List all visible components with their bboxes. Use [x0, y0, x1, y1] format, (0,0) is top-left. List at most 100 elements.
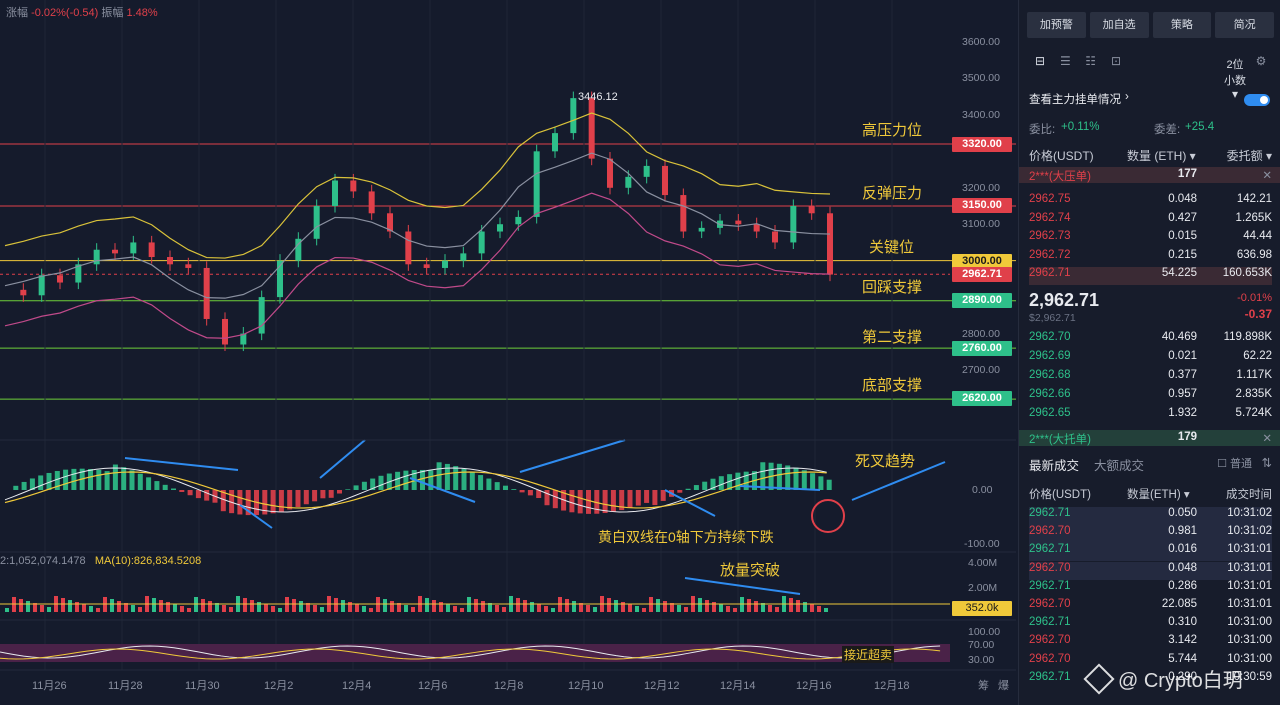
book-bids-icon[interactable]: ☰	[1059, 54, 1071, 68]
chip-label[interactable]: 筹	[978, 680, 989, 692]
chart-canvas[interactable]	[0, 0, 1016, 705]
add-alert-button[interactable]: 加预警	[1027, 12, 1086, 38]
list-item[interactable]: 2962.70 22.085 10:31:01	[1029, 598, 1272, 616]
macd-bar	[146, 477, 152, 490]
macd-bar	[353, 485, 359, 490]
list-item[interactable]: 2962.68 0.377 1.117K	[1029, 369, 1272, 387]
row-qty: 0.048	[1168, 561, 1197, 574]
macd-bar	[137, 473, 143, 490]
col-qty[interactable]: 数量 (ETH) ▾	[1127, 149, 1196, 163]
kdj-axis-30: 30.00	[968, 654, 995, 666]
list-item[interactable]: 2962.71 0.310 10:31:00	[1029, 616, 1272, 634]
macd-bar	[312, 490, 318, 502]
list-item[interactable]: 2962.72 0.215 636.98	[1029, 249, 1272, 267]
ratio-label: 委比:	[1029, 124, 1056, 136]
volume-bar	[404, 605, 408, 612]
candle-body	[423, 264, 430, 268]
list-item[interactable]: 2962.65 1.932 5.724K	[1029, 407, 1272, 425]
settings-icon[interactable]: ⚙	[1255, 54, 1267, 68]
list-item[interactable]: 2962.71 0.286 10:31:01	[1029, 580, 1272, 598]
list-item[interactable]: 2962.71 0.290 10:30:59	[1029, 671, 1272, 689]
volume-note: 放量突破	[720, 562, 781, 579]
list-item[interactable]: 2962.71 54.225 160.653K	[1029, 267, 1272, 286]
volume-bar	[607, 598, 611, 612]
candle-body	[258, 297, 265, 334]
col-total[interactable]: 委托额 ▾	[1226, 149, 1272, 163]
macd-bar	[403, 470, 409, 490]
decimal-select[interactable]: 2位小数 ▾	[1224, 59, 1246, 101]
price-tag-3320: 3320.00	[952, 137, 1012, 152]
book-both-icon[interactable]: ⊟	[1034, 54, 1046, 68]
list-item[interactable]: 2962.70 0.981 10:31:02	[1029, 525, 1272, 544]
row-price: 2962.71	[1029, 507, 1071, 519]
row-price: 2962.70	[1029, 331, 1071, 343]
macd-bar	[154, 481, 160, 490]
volume-bar	[474, 599, 478, 612]
list-item[interactable]: 2962.70 5.744 10:31:00	[1029, 653, 1272, 671]
x-tick: 12月8	[494, 680, 524, 692]
book-asks-icon[interactable]: ☷	[1085, 54, 1097, 68]
candle-body	[607, 158, 613, 188]
main-orders-toggle[interactable]	[1244, 94, 1270, 106]
col-trade-price: 价格(USDT)	[1029, 489, 1091, 501]
list-item[interactable]: 2962.75 0.048 142.21	[1029, 193, 1272, 211]
level-label-rebound-pressure: 反弹压力	[861, 185, 922, 202]
volume-bar	[817, 606, 821, 612]
tab-latest-trades[interactable]: 最新成交	[1029, 459, 1080, 473]
trend-arrow	[684, 577, 801, 595]
list-item[interactable]: 2962.66 0.957 2.835K	[1029, 388, 1272, 406]
list-item[interactable]: 2962.70 0.048 10:31:01	[1029, 561, 1272, 580]
row-price: 2962.71	[1029, 616, 1071, 629]
list-item[interactable]: 2962.70 40.469 119.898K	[1029, 331, 1272, 349]
diff-label: 委差:	[1154, 124, 1181, 136]
row-qty: 0.050	[1168, 507, 1197, 519]
candle-body	[277, 260, 283, 298]
volume-bar	[754, 601, 758, 612]
bid-big-order[interactable]	[1019, 430, 1280, 446]
add-watchlist-button[interactable]: 加自选	[1089, 12, 1149, 38]
normal-checkbox[interactable]: ☐ 普通	[1217, 458, 1252, 470]
list-item[interactable]: 2962.70 3.142 10:31:00	[1029, 634, 1272, 652]
list-item[interactable]: 2962.71 0.016 10:31:01	[1029, 543, 1272, 562]
macd-bar	[204, 490, 210, 501]
volume-bar	[460, 608, 464, 612]
ask-big-order[interactable]	[1019, 167, 1280, 183]
row-qty: 40.469	[1161, 331, 1197, 343]
macd-bar	[494, 482, 500, 490]
list-item[interactable]: 2962.73 0.015 44.44	[1029, 230, 1272, 248]
volume-bar	[229, 607, 233, 612]
list-item[interactable]: 2962.74 0.427 1.265K	[1029, 212, 1272, 230]
volume-bar	[586, 605, 590, 612]
macd-bar	[46, 472, 52, 490]
volume-bar	[453, 606, 457, 612]
row-qty: 5.744	[1168, 652, 1197, 665]
y-tick: 3400.00	[962, 109, 1000, 121]
volume-bar	[516, 598, 520, 612]
candle-body	[588, 98, 595, 159]
macd-bar	[760, 462, 766, 490]
main-orders-row[interactable]: 查看主力挂单情况 ›	[1029, 91, 1272, 109]
kline-chart-area[interactable]: 涨幅 -0.02%(-0.54) 振幅 1.48% 3600.00 3500.0…	[0, 0, 1016, 705]
macd-bar	[370, 478, 376, 490]
close-icon[interactable]: ✕	[1262, 433, 1272, 445]
row-total: 10:31:00	[1227, 616, 1272, 629]
close-icon[interactable]: ✕	[1262, 170, 1272, 182]
candle-body	[38, 275, 45, 296]
macd-bar	[29, 478, 35, 490]
strategy-button[interactable]: 策略	[1152, 12, 1212, 38]
overview-button[interactable]: 简况	[1215, 12, 1274, 38]
volume-bar	[278, 608, 282, 612]
list-item[interactable]: 2962.69 0.021 62.22	[1029, 350, 1272, 368]
volume-bar	[173, 604, 177, 612]
liquidation-label[interactable]: 爆	[998, 680, 1009, 692]
filter-icon[interactable]: ⇅	[1261, 456, 1272, 470]
macd-bar	[179, 490, 185, 492]
book-expand-icon[interactable]: ⊡	[1111, 54, 1122, 68]
row-qty: 22.085	[1161, 598, 1197, 610]
list-item[interactable]: 2962.71 0.050 10:31:02	[1029, 507, 1272, 525]
tab-large-trades[interactable]: 大额成交	[1094, 459, 1145, 473]
x-tick: 11月26	[32, 680, 67, 692]
macd-bar	[444, 463, 450, 490]
volume-bar	[726, 606, 730, 612]
col-trade-qty[interactable]: 数量(ETH) ▾	[1127, 489, 1190, 501]
